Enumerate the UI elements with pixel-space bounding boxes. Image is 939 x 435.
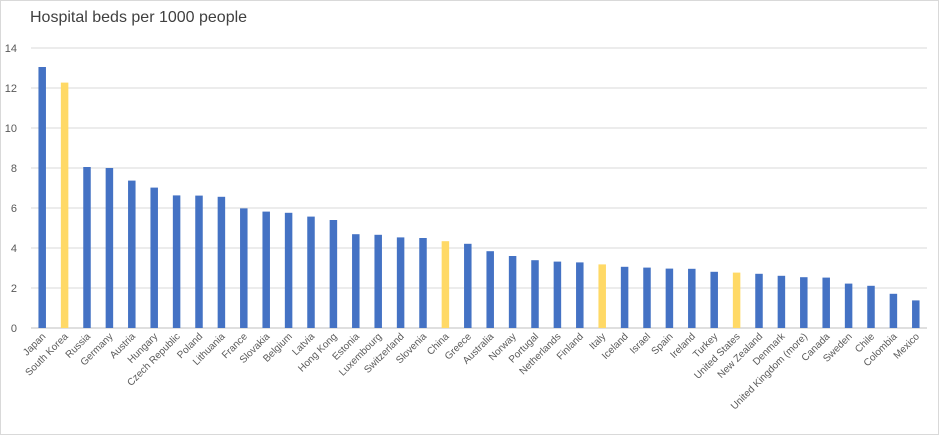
y-tick-label: 2 — [11, 283, 17, 295]
bar-slovenia — [419, 238, 427, 328]
bars — [38, 67, 920, 328]
chart-title: Hospital beds per 1000 people — [30, 9, 248, 26]
bar-denmark — [777, 275, 786, 328]
bar-austria — [128, 180, 136, 328]
bar-latvia — [307, 216, 315, 328]
bar-switzerland — [396, 237, 405, 328]
bar-chile — [867, 285, 875, 328]
bar-portugal — [531, 260, 539, 328]
bar-belgium — [284, 212, 293, 328]
bar-netherlands — [553, 261, 562, 328]
bar-japan — [38, 67, 46, 328]
bar-hong-kong — [329, 220, 338, 328]
bar-estonia — [352, 234, 360, 328]
bar-germany — [105, 168, 114, 328]
bar-sweden — [844, 283, 853, 328]
bar-colombia — [889, 293, 898, 328]
bar-czech-republic — [172, 195, 181, 328]
bar-mexico — [912, 300, 920, 328]
bar-israel — [643, 267, 651, 328]
y-axis-tick-labels: 0 2 4 6 8 10 12 14 — [5, 43, 17, 335]
bar-greece — [464, 243, 472, 328]
bar-italy — [598, 264, 606, 328]
y-tick-label: 6 — [11, 203, 17, 215]
bar-finland — [576, 262, 584, 328]
y-tick-label: 12 — [5, 83, 17, 95]
bar-united-states — [732, 272, 741, 328]
bar-slovakia — [262, 211, 270, 328]
bar-poland — [195, 195, 203, 328]
bar-australia — [486, 251, 494, 328]
bar-spain — [665, 268, 674, 328]
bar-iceland — [620, 266, 629, 328]
x-tick-label: Mexico — [892, 331, 922, 361]
y-tick-label: 4 — [11, 243, 17, 255]
bar-ireland — [688, 268, 696, 328]
y-tick-label: 0 — [11, 323, 17, 335]
bar-south-korea — [60, 82, 69, 328]
y-tick-label: 14 — [5, 43, 17, 55]
bar-new-zealand — [755, 273, 763, 328]
bar-lithuania — [217, 196, 226, 328]
bar-luxembourg — [374, 234, 382, 328]
gridlines — [31, 47, 927, 329]
bar-turkey — [710, 271, 718, 328]
x-tick-label: Israel — [628, 331, 653, 356]
bar-china — [441, 241, 450, 328]
y-tick-label: 8 — [11, 163, 17, 175]
bar-united-kingdom-more — [800, 277, 808, 328]
bar-france — [240, 208, 248, 328]
bar-hungary — [150, 187, 158, 328]
bar-russia — [83, 167, 91, 328]
y-tick-label: 10 — [5, 123, 17, 135]
bar-norway — [508, 256, 517, 328]
bar-canada — [822, 277, 830, 328]
